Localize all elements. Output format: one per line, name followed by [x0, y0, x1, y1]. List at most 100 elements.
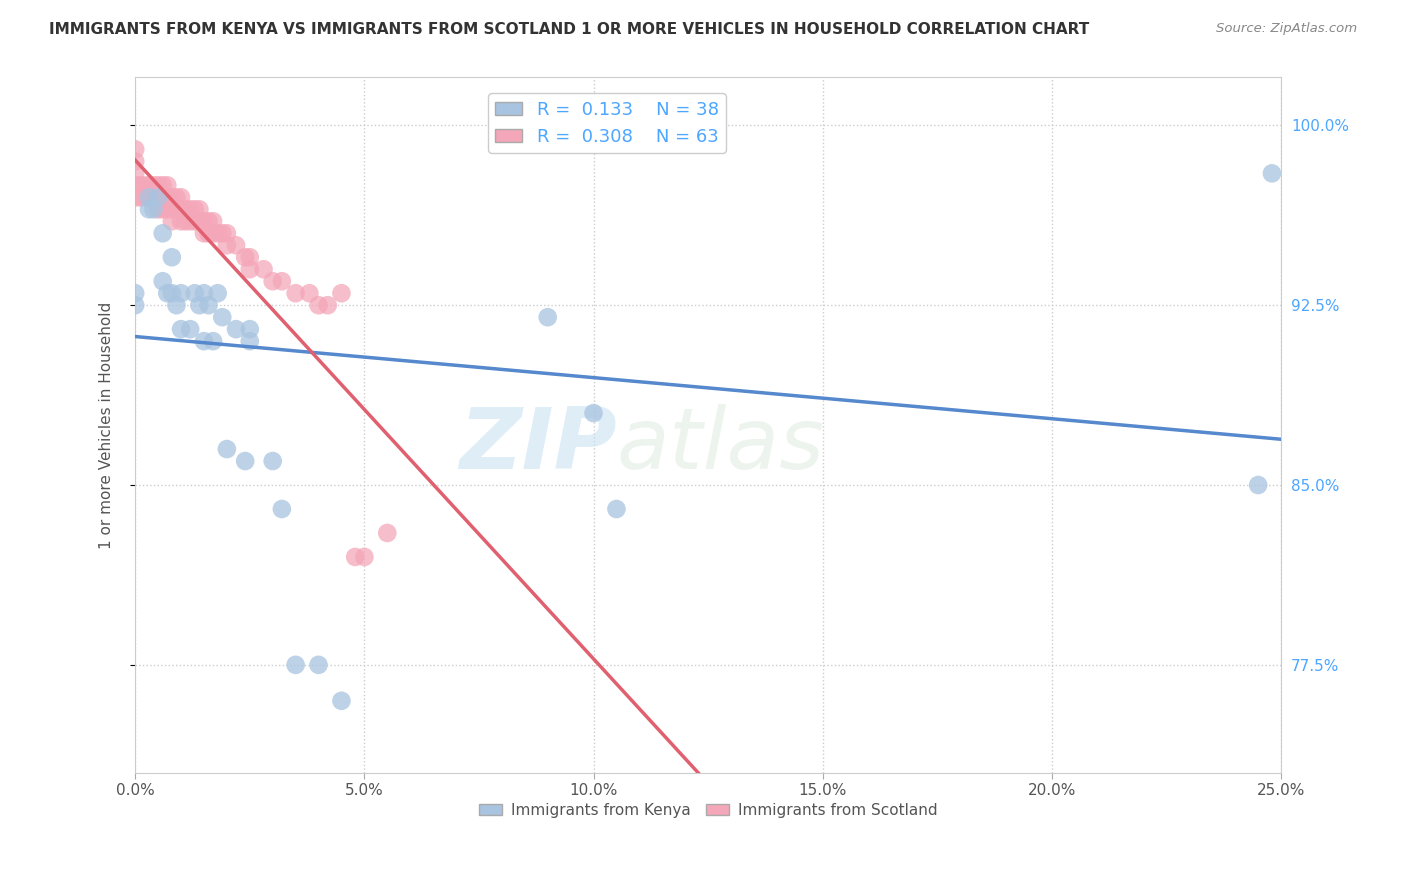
Point: [156, 190, 179, 204]
Point: [170, 214, 193, 228]
Point: [152, 190, 174, 204]
Point: [179, 214, 201, 228]
Point: [215, 442, 238, 456]
Point: [142, 202, 165, 217]
Point: [375, 526, 398, 541]
Legend: Immigrants from Kenya, Immigrants from Scotland: Immigrants from Kenya, Immigrants from S…: [472, 797, 943, 824]
Point: [156, 202, 179, 217]
Point: [193, 214, 215, 228]
Point: [146, 190, 169, 204]
Point: [128, 178, 150, 193]
Point: [582, 406, 605, 420]
Text: IMMIGRANTS FROM KENYA VS IMMIGRANTS FROM SCOTLAND 1 OR MORE VEHICLES IN HOUSEHOL: IMMIGRANTS FROM KENYA VS IMMIGRANTS FROM…: [49, 22, 1090, 37]
Point: [197, 214, 219, 228]
Point: [211, 310, 233, 325]
Point: [165, 190, 187, 204]
Point: [211, 227, 233, 241]
Point: [160, 250, 183, 264]
Point: [225, 322, 247, 336]
Point: [239, 322, 262, 336]
Point: [239, 250, 262, 264]
Point: [605, 502, 627, 516]
Point: [170, 190, 193, 204]
Point: [179, 202, 201, 217]
Point: [262, 454, 284, 468]
Point: [308, 657, 330, 672]
Point: [193, 286, 215, 301]
Point: [1247, 478, 1270, 492]
Point: [353, 549, 375, 564]
Point: [124, 166, 146, 180]
Point: [138, 190, 160, 204]
Point: [270, 274, 292, 288]
Point: [270, 502, 292, 516]
Point: [156, 286, 179, 301]
Point: [262, 274, 284, 288]
Point: [233, 454, 256, 468]
Point: [146, 190, 169, 204]
Point: [156, 178, 179, 193]
Point: [124, 178, 146, 193]
Point: [207, 227, 229, 241]
Point: [207, 286, 229, 301]
Point: [124, 298, 146, 312]
Point: [134, 178, 156, 193]
Point: [160, 190, 183, 204]
Point: [146, 202, 169, 217]
Point: [124, 190, 146, 204]
Point: [160, 202, 183, 217]
Point: [330, 286, 353, 301]
Point: [152, 202, 174, 217]
Point: [184, 214, 207, 228]
Point: [184, 286, 207, 301]
Point: [138, 178, 160, 193]
Point: [197, 227, 219, 241]
Point: [174, 214, 197, 228]
Point: [202, 214, 225, 228]
Point: [298, 286, 321, 301]
Point: [225, 238, 247, 252]
Point: [197, 298, 219, 312]
Point: [152, 178, 174, 193]
Point: [184, 202, 207, 217]
Point: [215, 227, 238, 241]
Point: [160, 286, 183, 301]
Point: [308, 298, 330, 312]
Point: [239, 262, 262, 277]
Text: atlas: atlas: [616, 404, 824, 487]
Point: [142, 190, 165, 204]
Point: [239, 334, 262, 348]
Point: [146, 178, 169, 193]
Point: [202, 227, 225, 241]
Point: [202, 334, 225, 348]
Point: [142, 178, 165, 193]
Point: [134, 190, 156, 204]
Point: [193, 334, 215, 348]
Point: [1261, 166, 1284, 180]
Text: ZIP: ZIP: [458, 404, 616, 487]
Point: [316, 298, 339, 312]
Point: [124, 286, 146, 301]
Point: [252, 262, 274, 277]
Point: [152, 227, 174, 241]
Point: [215, 238, 238, 252]
Point: [170, 202, 193, 217]
Point: [160, 214, 183, 228]
Point: [344, 549, 367, 564]
Point: [124, 154, 146, 169]
Point: [284, 286, 307, 301]
Point: [138, 190, 160, 204]
Point: [128, 190, 150, 204]
Point: [188, 214, 211, 228]
Point: [170, 286, 193, 301]
Point: [537, 310, 560, 325]
Point: [188, 202, 211, 217]
Point: [330, 694, 353, 708]
Point: [170, 322, 193, 336]
Point: [124, 142, 146, 156]
Point: [179, 322, 201, 336]
Y-axis label: 1 or more Vehicles in Household: 1 or more Vehicles in Household: [100, 301, 114, 549]
Point: [138, 202, 160, 217]
Point: [188, 298, 211, 312]
Point: [165, 202, 187, 217]
